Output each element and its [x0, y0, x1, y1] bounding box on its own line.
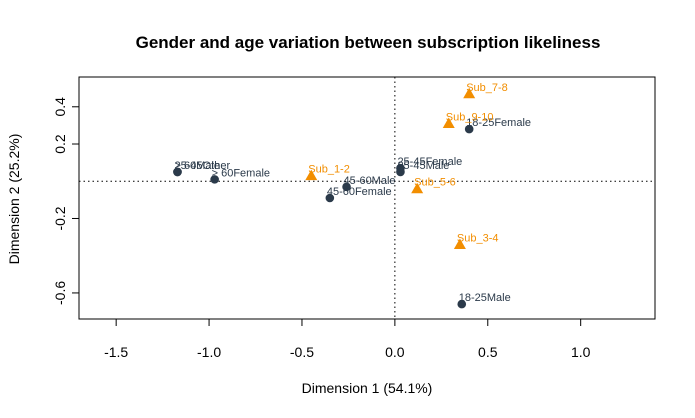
- x-tick-label: 1.0: [571, 344, 591, 360]
- y-tick-label: 0.4: [52, 97, 68, 117]
- x-tick-label: -1.5: [104, 344, 128, 360]
- point-18-25male: [457, 299, 467, 309]
- point-25-45other: [173, 167, 182, 177]
- label-sub-9-10: Sub_9-10: [446, 112, 494, 124]
- label-45-60female: 45-60Female: [327, 186, 392, 198]
- point-sub-7-8: [463, 87, 476, 99]
- label-18-25female: 18-25Female: [466, 117, 531, 129]
- points: [173, 87, 476, 309]
- x-tick-label: 0.0: [385, 344, 405, 360]
- y-tick-label: -0.2: [52, 206, 68, 230]
- point-labels: 18-25Female 25-45Female25-45Male45-60Male…: [174, 82, 531, 304]
- point-45-60female: [325, 193, 335, 203]
- point-sub-3-4: [453, 238, 466, 250]
- point-sub-9-10: [442, 117, 455, 129]
- label-25-45other: 25-45Other: [174, 160, 230, 172]
- reference-lines: [79, 77, 655, 319]
- point-45-60male: [342, 182, 351, 192]
- x-tick-label: -1.0: [197, 344, 221, 360]
- y-tick-label: -0.6: [52, 281, 68, 305]
- point-18-25female: [464, 124, 474, 134]
- point-25-45male: [396, 167, 405, 177]
- plot-area-frame: [78, 76, 656, 320]
- point-sub-5-6: [411, 182, 424, 194]
- y-axis-label: Dimension 2 (25.2%): [6, 134, 22, 265]
- point-sub-1-2: [305, 169, 318, 181]
- x-axis-label: Dimension 1 (54.1%): [302, 380, 433, 396]
- y-axis: 0.4 0.2 -0.2 -0.6: [52, 97, 80, 305]
- label-18-25male: 18-25Male: [459, 292, 511, 304]
- label-60female: > 60Female: [212, 167, 270, 179]
- chart-title: Gender and age variation between subscri…: [136, 33, 601, 52]
- label-sub-5-6: Sub_5-6: [414, 177, 456, 189]
- x-tick-label: -0.5: [290, 344, 314, 360]
- x-axis: -1.5 -1.0 -0.5 0.0 0.5 1.0: [104, 318, 591, 360]
- label-25-45male: 25-45Male: [397, 160, 449, 172]
- y-tick-label: 0.2: [52, 134, 68, 154]
- label-sub-3-4: Sub_3-4: [457, 233, 499, 245]
- label-25-45female: 25-45Female: [397, 156, 462, 168]
- point-60female: [210, 175, 219, 184]
- label-sub-7-8: Sub_7-8: [466, 82, 508, 94]
- label-45-60male: 45-60Male: [344, 175, 396, 187]
- label-60male: > 60Male: [174, 160, 220, 172]
- x-tick-label: 0.5: [478, 344, 498, 360]
- label-sub-1-2: Sub_1-2: [308, 164, 350, 176]
